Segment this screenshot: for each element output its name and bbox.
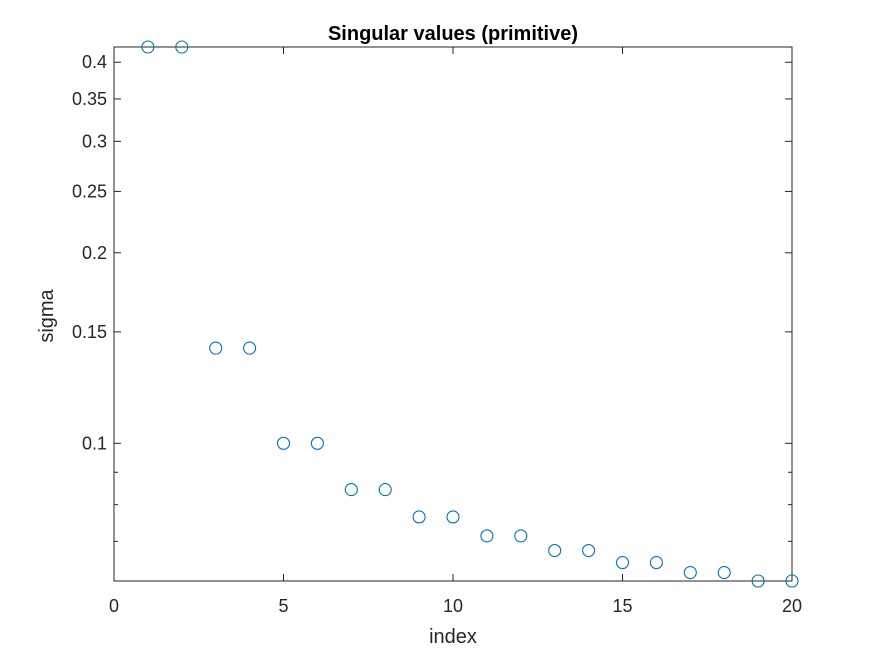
y-axis-label: sigma <box>36 288 58 342</box>
y-tick-label: 0.2 <box>82 243 107 263</box>
data-point <box>344 483 358 497</box>
x-axis-label: index <box>429 626 477 648</box>
data-series <box>141 40 799 588</box>
y-axis-ticks: 0.1 0.15 0.2 0.25 0.3 0.35 0.4 <box>72 52 792 542</box>
data-point <box>378 483 392 497</box>
data-point <box>175 40 189 54</box>
data-point <box>243 341 257 355</box>
x-tick-label: 5 <box>278 596 288 616</box>
data-point <box>582 543 596 558</box>
chart-title: Singular values (primitive) <box>328 23 578 45</box>
data-point <box>412 510 426 524</box>
data-point <box>514 529 528 543</box>
y-tick-label: 0.35 <box>72 89 107 109</box>
x-axis-ticks: 0 5 10 15 20 <box>109 47 802 616</box>
x-tick-label: 15 <box>612 596 632 616</box>
data-point <box>751 574 765 588</box>
y-tick-label: 0.25 <box>72 181 107 201</box>
data-point <box>480 529 494 543</box>
y-tick-label: 0.15 <box>72 322 107 342</box>
data-point <box>276 436 291 450</box>
plot-axes <box>113 46 793 582</box>
data-point <box>209 341 223 355</box>
plot-box <box>113 46 793 582</box>
data-point <box>141 40 155 54</box>
data-point <box>649 556 663 570</box>
y-tick-label: 0.3 <box>82 131 107 151</box>
x-tick-label: 0 <box>109 596 119 616</box>
x-tick-label: 20 <box>782 596 802 616</box>
data-point <box>548 543 562 558</box>
data-point <box>717 565 731 580</box>
data-point <box>310 436 324 450</box>
data-point <box>683 565 697 580</box>
y-tick-label: 0.4 <box>82 52 107 72</box>
data-point <box>785 574 799 588</box>
data-point <box>615 556 630 570</box>
y-tick-label: 0.1 <box>82 433 107 453</box>
data-point <box>446 510 460 524</box>
x-tick-label: 10 <box>443 596 463 616</box>
